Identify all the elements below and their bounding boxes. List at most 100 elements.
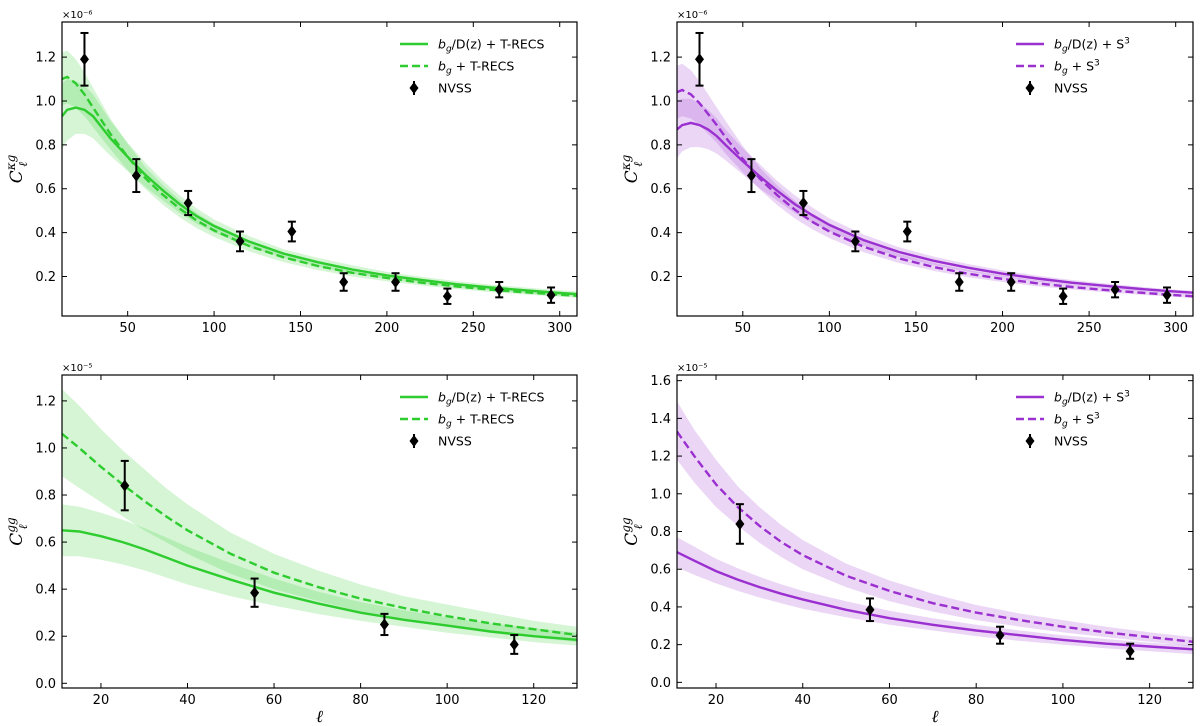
- y-tick-label: 0.6: [650, 182, 671, 197]
- x-tick-label: 80: [968, 693, 985, 708]
- diamond-marker: [995, 629, 1005, 642]
- nvss-point: [902, 220, 912, 243]
- nvss-point: [995, 625, 1005, 645]
- y-tick-label: 0.4: [650, 600, 671, 615]
- band-solid: [677, 537, 1193, 655]
- x-tick-label: 100: [1051, 693, 1076, 708]
- y-tick-label: 0.4: [35, 226, 56, 241]
- nvss-point: [120, 459, 130, 512]
- line-solid: [62, 106, 577, 296]
- x-axis-label: ℓ: [316, 707, 323, 726]
- x-tick-label: 60: [266, 693, 283, 708]
- y-tick-label: 0.6: [650, 563, 671, 578]
- x-tick-label: 20: [93, 693, 110, 708]
- legend: bg​/D(z) + S3​ bg​ + S3​ NVSS: [1016, 37, 1130, 96]
- y-tick-label: 0.8: [35, 138, 56, 153]
- y-tick-label: 0.8: [35, 489, 56, 504]
- axis-offset-label: ×10⁻⁶: [677, 10, 707, 21]
- y-tick-label: 1.2: [35, 394, 56, 409]
- x-tick-label: 200: [990, 321, 1015, 336]
- nvss-point: [735, 503, 745, 545]
- legend-label: bg​ + S3​: [1054, 412, 1100, 430]
- axes-frame: [61, 374, 578, 689]
- diamond-marker: [250, 586, 260, 599]
- diamond-marker: [695, 53, 705, 66]
- legend-label: bg​ + T-RECS: [438, 412, 514, 430]
- nvss-point: [1110, 280, 1120, 299]
- nvss-point: [442, 287, 452, 305]
- plot-area: [677, 401, 1193, 660]
- y-tick-label: 1.0: [650, 487, 671, 502]
- y-tick-label: 1.2: [650, 51, 671, 66]
- x-tick-label: 100: [817, 321, 842, 336]
- line-dashed: [677, 430, 1193, 643]
- line-solid: [62, 529, 577, 641]
- nvss-point: [250, 577, 260, 608]
- x-tick-label: 100: [435, 693, 460, 708]
- legend-diamond-marker: [1025, 435, 1035, 447]
- diamond-marker: [746, 169, 756, 182]
- diamond-marker: [379, 618, 389, 631]
- nvss-point: [339, 272, 349, 292]
- panel-gg_s3: 20 40 60 80 100 120 0.0 0.2 0.4 0.6 0.8 1.0 1.2 1.4 1.…: [619, 363, 1194, 726]
- legend-diamond-marker: [409, 82, 419, 94]
- x-tick-label: 50: [735, 321, 752, 336]
- y-tick-label: 1.0: [35, 441, 56, 456]
- x-tick-label: 80: [352, 693, 369, 708]
- x-tick-label: 150: [288, 321, 313, 336]
- legend-diamond-marker: [409, 435, 419, 447]
- y-tick-label: 0.4: [650, 226, 671, 241]
- diamond-marker: [494, 283, 504, 296]
- axis-offset-label: ×10⁻⁵: [62, 363, 92, 374]
- diamond-marker: [546, 289, 556, 302]
- diamond-marker: [1162, 289, 1172, 302]
- y-tick-label: 0.2: [35, 270, 56, 285]
- y-tick-label: 0.0: [35, 677, 56, 692]
- y-tick-label: 1.0: [35, 94, 56, 109]
- diamond-marker: [850, 235, 860, 248]
- x-tick-label: 150: [904, 321, 929, 336]
- legend-label: NVSS: [1054, 434, 1088, 449]
- nvss-point: [509, 634, 519, 655]
- nvss-point: [954, 272, 964, 292]
- band-solid: [62, 79, 577, 297]
- line-solid: [677, 121, 1193, 294]
- legend-label: NVSS: [438, 81, 472, 96]
- nvss-point: [183, 189, 193, 217]
- x-tick-label: 40: [794, 693, 811, 708]
- plot-area: [677, 31, 1193, 305]
- diamond-marker: [954, 275, 964, 288]
- y-tick-label: 0.4: [35, 583, 56, 598]
- y-tick-label: 1.0: [650, 94, 671, 109]
- y-tick-label: 1.6: [650, 374, 671, 389]
- x-tick-label: 120: [1137, 693, 1162, 708]
- y-tick-label: 1.2: [35, 51, 56, 66]
- y-axis-label: Cκgℓ: [4, 154, 30, 183]
- diamond-marker: [865, 603, 875, 616]
- band-solid: [62, 504, 577, 646]
- nvss-point: [379, 612, 389, 637]
- legend-label: NVSS: [438, 434, 472, 449]
- nvss-point: [865, 597, 875, 623]
- nvss-point: [235, 230, 245, 253]
- diamond-marker: [1110, 283, 1120, 296]
- axes-frame: [676, 21, 1194, 317]
- diamond-marker: [735, 517, 745, 530]
- line-dashed: [62, 75, 577, 297]
- nvss-point: [746, 158, 756, 194]
- x-tick-label: 250: [1077, 321, 1102, 336]
- diamond-marker: [1058, 290, 1068, 303]
- axes-frame: [61, 21, 578, 317]
- legend-label: bg​/D(z) + T-RECS: [438, 390, 545, 408]
- x-tick-label: 250: [461, 321, 486, 336]
- diamond-marker: [339, 275, 349, 288]
- y-axis-label: Cggℓ: [619, 517, 645, 546]
- line-dashed: [677, 88, 1193, 298]
- y-axis-label: Cκgℓ: [619, 154, 645, 183]
- axis-offset-label: ×10⁻⁵: [677, 363, 707, 374]
- x-tick-label: 60: [881, 693, 898, 708]
- nvss-point: [1162, 286, 1172, 304]
- y-tick-label: 0.2: [650, 270, 671, 285]
- legend-label: bg​ + T-RECS: [438, 59, 514, 77]
- nvss-point: [850, 230, 860, 253]
